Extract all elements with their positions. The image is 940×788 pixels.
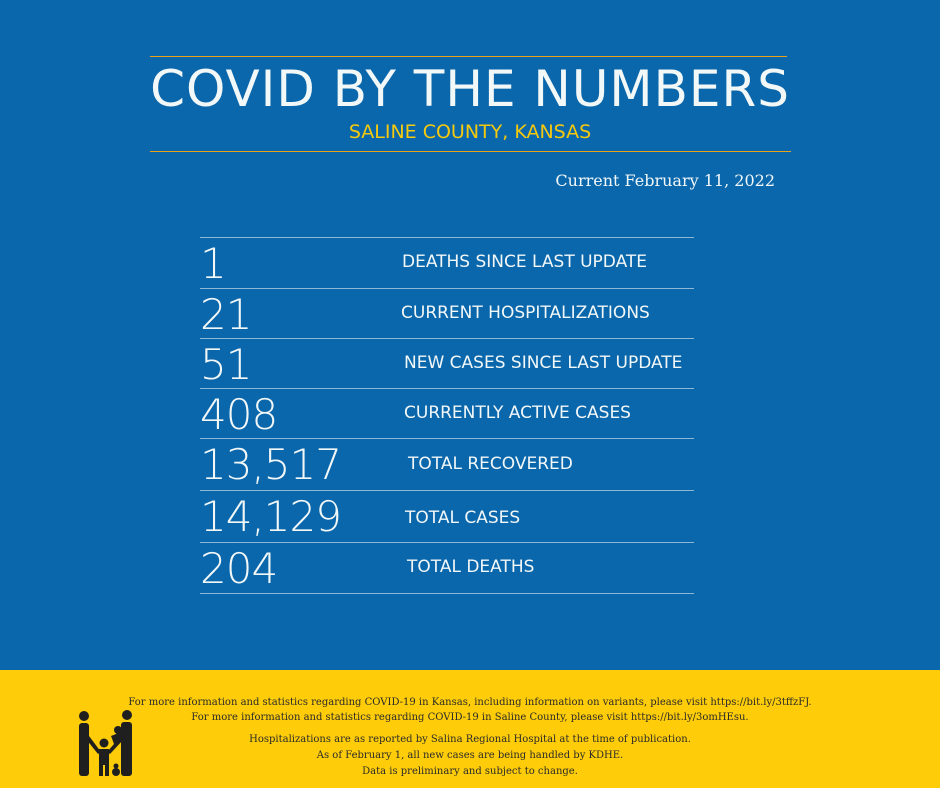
stat-row: 408 CURRENTLY ACTIVE CASES (200, 388, 694, 439)
stat-row: 14,129 TOTAL CASES (200, 490, 694, 543)
stat-value: 204 (200, 544, 278, 593)
stat-row: 1 DEATHS SINCE LAST UPDATE (200, 237, 694, 288)
footer-preliminary-note: Data is preliminary and subject to chang… (362, 766, 578, 777)
update-date: Current February 11, 2022 (555, 171, 775, 190)
stat-label: CURRENT HOSPITALIZATIONS (401, 303, 650, 323)
stat-value: 408 (200, 390, 278, 439)
family-icon (79, 710, 132, 776)
footer: For more information and statistics rega… (0, 670, 940, 788)
stat-value: 51 (200, 340, 252, 389)
title-rule-bottom (150, 151, 791, 152)
page-title: COVID BY THE NUMBERS (150, 60, 790, 118)
stat-label: DEATHS SINCE LAST UPDATE (402, 252, 648, 272)
title-rule-top (150, 56, 787, 57)
stat-row: 204 TOTAL DEATHS (200, 542, 694, 594)
stat-label: NEW CASES SINCE LAST UPDATE (404, 353, 683, 373)
footer-kdhe-note: As of February 1, all new cases are bein… (316, 750, 624, 761)
stat-value: 14,129 (200, 492, 342, 541)
stat-row: 13,517 TOTAL RECOVERED (200, 438, 694, 491)
page-subtitle: SALINE COUNTY, KANSAS (348, 121, 592, 143)
stat-value: 21 (200, 290, 252, 339)
footer-hospitalization-note: Hospitalizations are as reported by Sali… (249, 734, 691, 745)
footer-saline-info: For more information and statistics rega… (191, 712, 749, 723)
stat-label: TOTAL CASES (405, 508, 521, 528)
footer-kansas-info: For more information and statistics rega… (128, 697, 812, 708)
stat-row: 51 NEW CASES SINCE LAST UPDATE (200, 338, 694, 389)
stat-row: 21 CURRENT HOSPITALIZATIONS (200, 288, 694, 339)
stat-value: 13,517 (200, 440, 342, 489)
stat-label: TOTAL DEATHS (407, 557, 535, 577)
stat-label: CURRENTLY ACTIVE CASES (404, 403, 631, 423)
stat-label: TOTAL RECOVERED (408, 454, 573, 474)
stat-value: 1 (200, 239, 227, 288)
